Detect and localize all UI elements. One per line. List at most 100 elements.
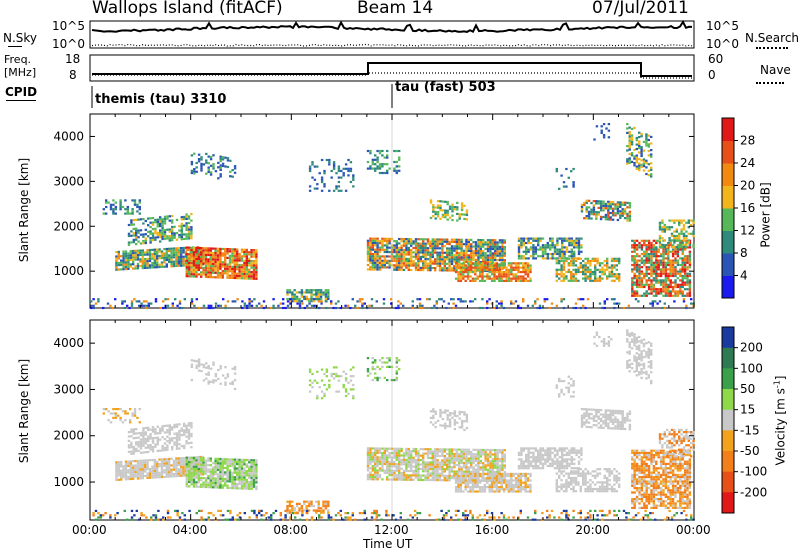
range-cell [544, 248, 547, 251]
range-cell [614, 214, 617, 217]
range-cell [494, 250, 497, 253]
range-cell [517, 266, 520, 269]
range-cell [682, 298, 686, 301]
range-cell [151, 217, 155, 220]
range-cell [209, 247, 212, 250]
range-cell [109, 304, 112, 307]
range-cell [132, 223, 135, 226]
range-cell [393, 244, 396, 247]
range-cell [245, 474, 248, 477]
range-cell [214, 276, 217, 279]
range-cell [200, 249, 203, 252]
range-cell [207, 260, 210, 263]
range-cell [645, 281, 648, 284]
range-cell [604, 205, 608, 208]
range-cell [546, 241, 549, 245]
range-cell [194, 469, 197, 472]
range-cell [479, 250, 482, 253]
range-cell [144, 433, 147, 436]
range-cell [555, 279, 558, 282]
range-cell [496, 250, 499, 253]
range-cell [147, 444, 150, 447]
range-cell [388, 471, 391, 474]
range-cell [245, 262, 248, 265]
range-cell [180, 472, 183, 475]
range-cell [650, 268, 653, 271]
range-cell [638, 263, 641, 267]
range-cell [144, 459, 147, 462]
range-cell [368, 304, 371, 307]
range-cell [386, 458, 389, 461]
range-cell [456, 208, 459, 211]
range-cell [352, 185, 355, 188]
range-cell [405, 244, 408, 247]
range-cell [378, 259, 382, 262]
range-cell [565, 257, 568, 260]
range-cell [630, 136, 634, 139]
range-cell [610, 257, 614, 260]
range-cell [233, 254, 236, 258]
range-cell [160, 462, 164, 465]
range-cell [477, 260, 480, 264]
range-cell [154, 436, 157, 440]
range-cell [190, 441, 193, 444]
range-cell [216, 276, 220, 279]
range-cell [493, 264, 496, 267]
range-cell [212, 361, 215, 364]
range-cell [386, 237, 389, 240]
range-cell [197, 360, 201, 363]
range-cell [180, 235, 183, 239]
range-cell [596, 259, 599, 263]
range-cell [371, 266, 374, 269]
range-cell [243, 259, 246, 262]
range-cell [451, 208, 454, 211]
range-cell [127, 234, 131, 238]
range-cell [151, 448, 155, 451]
range-cell [204, 262, 208, 265]
range-cell [303, 291, 306, 294]
range-cell [207, 481, 210, 484]
range-cell [148, 255, 152, 258]
range-cell [197, 273, 200, 276]
range-cell [407, 249, 410, 252]
range-cell [642, 158, 646, 161]
range-cell [444, 211, 447, 214]
range-cell [221, 274, 224, 277]
range-cell [474, 298, 477, 301]
range-cell [163, 431, 167, 434]
range-cell [681, 292, 684, 295]
range-cell [142, 451, 145, 454]
range-cell [219, 247, 222, 250]
range-cell [448, 247, 451, 250]
range-cell [577, 246, 581, 249]
range-cell [613, 257, 616, 260]
range-cell [209, 481, 212, 484]
range-cell [450, 258, 454, 261]
range-cell [444, 216, 447, 219]
range-cell [327, 511, 330, 514]
range-cell [245, 248, 248, 251]
range-cell [140, 302, 143, 305]
range-cell [185, 478, 188, 481]
range-cell [151, 257, 154, 260]
range-cell [161, 218, 164, 221]
range-cell [195, 262, 198, 265]
range-cell [395, 242, 398, 245]
range-cell [583, 203, 586, 207]
range-cell [248, 277, 251, 280]
range-cell [378, 171, 382, 175]
range-cell [424, 242, 427, 245]
range-cell [112, 408, 115, 411]
range-cell [690, 298, 693, 301]
range-cell [645, 135, 648, 138]
range-cell [214, 459, 217, 463]
range-cell [325, 158, 329, 162]
range-cell [226, 265, 229, 268]
range-cell [575, 241, 578, 245]
range-cell [383, 471, 386, 474]
range-cell [126, 208, 129, 211]
range-cell [238, 268, 241, 271]
range-cell [200, 476, 203, 480]
range-cell [105, 205, 108, 209]
range-cell [168, 457, 171, 461]
